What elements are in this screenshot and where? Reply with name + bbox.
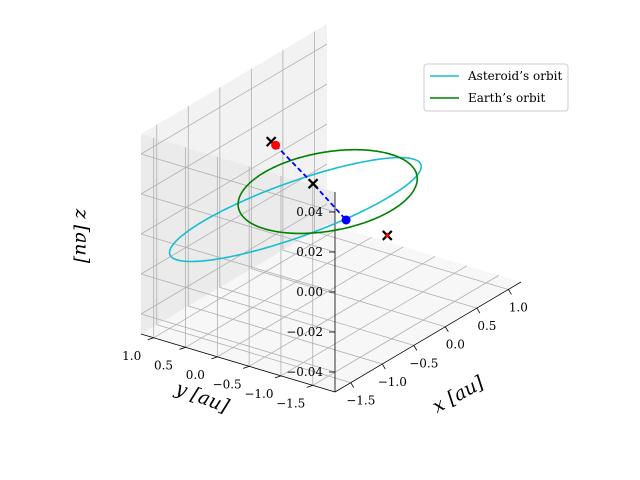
grid-x-floor	[188, 305, 383, 365]
y-tick-mark	[274, 375, 282, 379]
plot-data	[168, 136, 423, 263]
y-tick-mark	[179, 346, 186, 350]
grid-z-side	[140, 153, 336, 213]
grid-y-floor	[312, 274, 499, 386]
grid-y-floor	[153, 227, 340, 339]
grid-z-back	[140, 43, 328, 155]
grid-z-back	[140, 83, 328, 195]
z-tick-label: −0.04	[286, 365, 323, 379]
x-tick-mark	[381, 363, 386, 370]
x-axis-line	[334, 281, 522, 393]
x-axis-label: x [au]	[429, 371, 488, 417]
x-tick-label: −1.0	[378, 375, 407, 389]
earth-crossing-x-marker-stroke-b	[307, 178, 319, 189]
grid-x-floor	[156, 324, 351, 384]
x-tick-label: −1.5	[346, 394, 375, 408]
grid-lines	[140, 31, 509, 386]
axis-lines	[140, 192, 522, 393]
x-tick-label: 0.0	[446, 338, 465, 352]
legend-earth-label: Earth’s orbit	[468, 91, 545, 105]
earth-orbit-line	[237, 148, 419, 235]
transfer-trajectory-line	[274, 144, 347, 221]
departure-x-marker-stroke-b	[265, 136, 277, 147]
x-tick-mark	[476, 307, 481, 314]
z-tick-label: −0.02	[286, 325, 323, 339]
earth-crossing-x-marker	[307, 178, 319, 189]
y-tick-label: −1.5	[276, 396, 305, 410]
grid-x-floor	[251, 268, 446, 328]
grid-z-back	[140, 203, 328, 315]
z-tick-label: 0.02	[296, 245, 323, 259]
floor-pane	[141, 224, 521, 392]
x-tick-mark	[508, 289, 512, 295]
asteroid-orbit-line	[168, 156, 423, 263]
y-tick-label: 0.0	[186, 368, 205, 382]
grid-z-side	[140, 273, 336, 333]
y-tick-mark	[211, 356, 218, 360]
x-tick-label: 0.5	[477, 319, 496, 333]
grid-y-floor	[280, 265, 468, 377]
grid-y-floor	[248, 255, 436, 367]
tick-labels: −1.5−1.0−0.50.00.51.0−1.5−1.0−0.50.00.51…	[122, 205, 528, 410]
arrival-star-marker	[384, 232, 391, 238]
y-tick-label: −1.0	[244, 387, 273, 401]
y-tick-label: −0.5	[213, 377, 242, 391]
x-tick-label: 1.0	[509, 301, 528, 315]
grid-x-floor	[282, 249, 477, 309]
departure-point	[271, 140, 281, 150]
y-tick-label: 1.0	[122, 349, 141, 363]
y-tick-label: 0.5	[154, 358, 173, 372]
legend-frame	[423, 63, 569, 112]
grid-x-floor	[314, 231, 509, 290]
z-axis-label: z [au]	[71, 208, 93, 264]
grid-x-floor	[219, 287, 414, 346]
grid-z-side	[140, 193, 336, 253]
y-tick-mark	[306, 384, 313, 388]
y-tick-mark	[147, 337, 154, 341]
z-tick-label: 0.04	[296, 205, 323, 219]
grid-z-side	[140, 313, 336, 373]
legend: Asteroid’s orbit Earth’s orbit	[423, 63, 569, 112]
grid-z-back	[140, 163, 328, 275]
legend-asteroid-label: Asteroid’s orbit	[467, 69, 562, 83]
z-tick-label: 0.00	[296, 285, 323, 299]
x-tick-label: −0.5	[409, 356, 438, 370]
arrival-point	[341, 215, 351, 225]
y-axis-line	[140, 333, 336, 393]
grid-y-floor	[217, 246, 404, 358]
x-tick-mark	[444, 326, 449, 332]
grid-z-back	[140, 123, 328, 235]
x-tick-mark	[413, 345, 418, 351]
grid-y-floor	[185, 236, 372, 348]
y-tick-mark	[243, 365, 250, 369]
x-tick-mark	[350, 382, 355, 388]
